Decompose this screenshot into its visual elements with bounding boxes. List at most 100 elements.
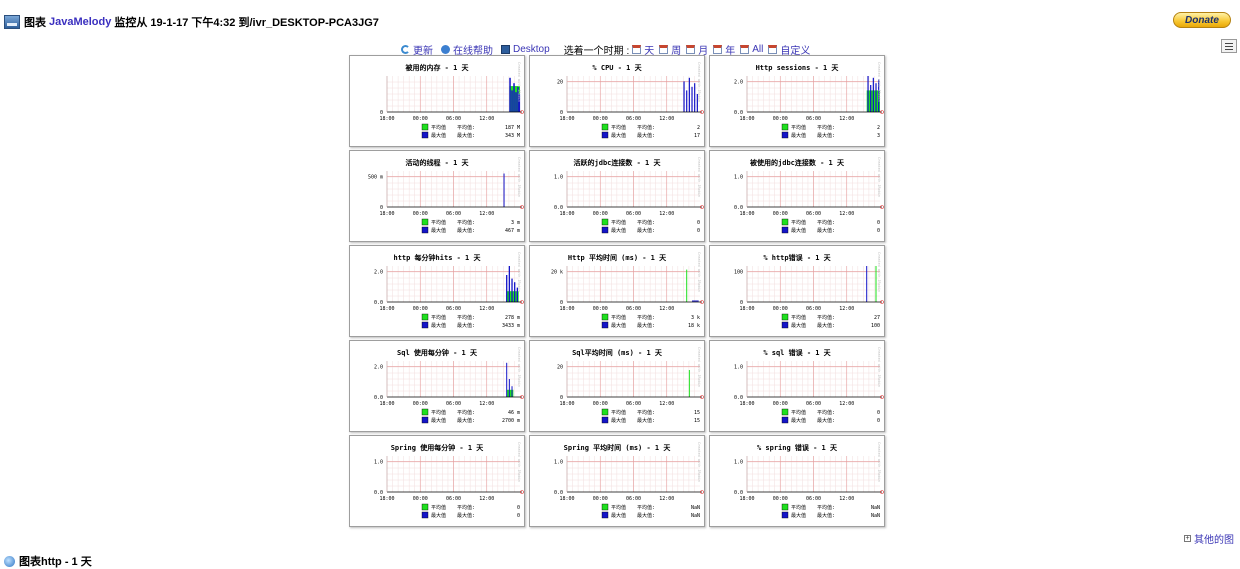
legend-swatch bbox=[781, 503, 789, 511]
title-prefix: 图表 bbox=[24, 17, 46, 29]
x-tick-label: 06:00 bbox=[806, 306, 821, 312]
refresh-link[interactable]: 更新 bbox=[401, 42, 433, 57]
expand-icon: + bbox=[1184, 535, 1191, 542]
legend-value: 27 bbox=[874, 315, 880, 321]
page-title: 图表 JavaMelody 监控从 19-1-17 下午4:32 到/ivr_D… bbox=[4, 12, 382, 32]
legend-value: 343 M bbox=[505, 133, 520, 139]
chart-svg: % CPU - 1 天 0 20 18:00 00:00 06:00 12:00 Create… bbox=[557, 62, 704, 139]
legend-label: 最大值 bbox=[611, 417, 626, 424]
legend-label: 最大值 bbox=[611, 132, 626, 139]
chart-thumbnail[interactable]: Sql平均时间 (ms) - 1 天 0 20 18:00 00:00 06:00 12:0… bbox=[529, 340, 705, 432]
legend-label: 平均值 bbox=[611, 504, 626, 511]
x-tick-label: 00:00 bbox=[593, 211, 608, 217]
y-tick-label: 0 bbox=[560, 110, 563, 116]
chart-title: % spring 错误 - 1 天 bbox=[757, 443, 838, 452]
legend-swatch bbox=[781, 313, 789, 321]
legend-label: 最大值 bbox=[431, 417, 446, 424]
chart-thumbnail[interactable]: % sql 错误 - 1 天 0.0 1.0 18:00 00:00 06:00 12:00… bbox=[709, 340, 885, 432]
y-tick-label: 100 bbox=[734, 269, 743, 275]
legend-swatch bbox=[601, 503, 609, 511]
chart-thumbnail[interactable]: http 每分钟hits - 1 天 0.0 2.0 18:00 00:00 06:00 1… bbox=[349, 245, 525, 337]
chart-thumbnail[interactable]: 活跃的jdbc连接数 - 1 天 0.0 1.0 18:00 00:00 06:00 12:… bbox=[529, 150, 705, 242]
calendar-icon bbox=[632, 44, 642, 54]
legend-value: 0 bbox=[517, 505, 520, 511]
chart-thumbnail[interactable]: Sql 使用每分钟 - 1 天 0.0 2.0 18:00 00:00 06:00 12:0… bbox=[349, 340, 525, 432]
period-week[interactable]: 周 bbox=[659, 42, 681, 57]
x-tick-label: 00:00 bbox=[413, 116, 428, 122]
desktop-link[interactable]: Desktop bbox=[501, 44, 550, 55]
period-month[interactable]: 月 bbox=[686, 42, 708, 57]
chart-thumbnail[interactable]: 被用的内存 - 1 天 0 18:00 00:00 06:00 12:00 Created … bbox=[349, 55, 525, 147]
x-tick-label: 18:00 bbox=[559, 211, 574, 217]
other-charts-link[interactable]: + 其他的图 bbox=[1184, 535, 1234, 546]
chart-title: 活跃的jdbc连接数 - 1 天 bbox=[574, 158, 662, 167]
legend-value: 18 k bbox=[688, 323, 700, 329]
legend-stat-label: 平均值: bbox=[637, 409, 655, 416]
x-tick-label: 12:00 bbox=[659, 306, 674, 312]
chart-svg: Http 平均时间 (ms) - 1 天 0 20 k 18:00 00:00 06:00… bbox=[551, 252, 704, 329]
calendar-icon bbox=[713, 44, 723, 54]
legend-value: 15 bbox=[694, 410, 700, 416]
chart-thumbnail[interactable]: 被使用的jdbc连接数 - 1 天 0.0 1.0 18:00 00:00 06:00 12… bbox=[709, 150, 885, 242]
period-custom[interactable]: 自定义 bbox=[768, 42, 810, 57]
legend-stat-label: 平均值: bbox=[457, 409, 475, 416]
legend-value: 0 bbox=[697, 228, 700, 234]
legend-value: 187 M bbox=[505, 125, 520, 131]
x-tick-label: 06:00 bbox=[626, 211, 641, 217]
x-tick-label: 06:00 bbox=[446, 211, 461, 217]
x-tick-label: 12:00 bbox=[479, 116, 494, 122]
x-tick-label: 06:00 bbox=[446, 496, 461, 502]
legend-stat-label: 平均值: bbox=[457, 314, 475, 321]
legend-swatch bbox=[421, 408, 429, 416]
legend-swatch bbox=[601, 123, 609, 131]
chart-thumbnail[interactable]: Spring 平均时间 (ms) - 1 天 0.0 1.0 18:00 00:00 06… bbox=[529, 435, 705, 527]
legend-label: 平均值 bbox=[431, 409, 446, 416]
chart-watermark: Created with JRobin bbox=[517, 62, 521, 102]
chart-thumbnail[interactable]: % http错误 - 1 天 0 100 18:00 00:00 06:00 12:00 Cr… bbox=[709, 245, 885, 337]
axis-end-marker bbox=[880, 300, 884, 304]
chart-watermark: Created with JRobin bbox=[877, 252, 881, 292]
legend-label: 平均值 bbox=[431, 504, 446, 511]
chart-title: % CPU - 1 天 bbox=[592, 64, 642, 72]
chart-thumbnail[interactable]: 活动的线程 - 1 天 0 500 m 18:00 00:00 06:00 12:00 Cre… bbox=[349, 150, 525, 242]
legend-value: 2 bbox=[697, 125, 700, 131]
chart-thumbnail[interactable]: % CPU - 1 天 0 20 18:00 00:00 06:00 12:00 Create… bbox=[529, 55, 705, 147]
x-tick-label: 18:00 bbox=[559, 401, 574, 407]
x-tick-label: 12:00 bbox=[659, 496, 674, 502]
x-tick-label: 18:00 bbox=[559, 496, 574, 502]
y-tick-label: 0 bbox=[740, 300, 743, 306]
donate-button[interactable]: Donate bbox=[1173, 12, 1231, 28]
legend-stat-label: 平均值: bbox=[637, 124, 655, 131]
legend-stat-label: 平均值: bbox=[457, 504, 475, 511]
x-tick-label: 12:00 bbox=[659, 211, 674, 217]
legend-value: 0 bbox=[877, 220, 880, 226]
chart-watermark: Created with JRobin bbox=[697, 157, 701, 197]
chart-svg: 活动的线程 - 1 天 0 500 m 18:00 00:00 06:00 12:00 Cre… bbox=[368, 157, 524, 234]
x-tick-label: 06:00 bbox=[806, 496, 821, 502]
x-tick-label: 00:00 bbox=[413, 211, 428, 217]
chart-thumbnail[interactable]: Spring 使用每分钟 - 1 天 0.0 1.0 18:00 00:00 06:00 1… bbox=[349, 435, 525, 527]
y-tick-label: 500 m bbox=[368, 174, 383, 180]
chart-watermark: Created with JRobin bbox=[697, 347, 701, 387]
legend-stat-label: 平均值: bbox=[457, 219, 475, 226]
legend-label: 最大值 bbox=[611, 322, 626, 329]
period-day[interactable]: 天 bbox=[632, 42, 654, 57]
chart-thumbnail[interactable]: Http 平均时间 (ms) - 1 天 0 20 k 18:00 00:00 06:00… bbox=[529, 245, 705, 337]
y-tick-label: 1.0 bbox=[734, 174, 743, 180]
period-year[interactable]: 年 bbox=[713, 42, 735, 57]
legend-swatch bbox=[601, 511, 609, 519]
y-tick-label: 1.0 bbox=[734, 364, 743, 370]
chart-watermark: Created with JRobin bbox=[517, 442, 521, 482]
legend-stat-label: 最大值: bbox=[457, 322, 475, 329]
chart-thumbnail[interactable]: Http sessions - 1 天 0.0 2.0 18:00 00:00 06:00… bbox=[709, 55, 885, 147]
y-tick-label: 0.0 bbox=[374, 395, 383, 401]
menu-icon[interactable] bbox=[1221, 39, 1237, 53]
legend-stat-label: 最大值: bbox=[817, 322, 835, 329]
period-all[interactable]: All bbox=[740, 44, 763, 55]
legend-swatch bbox=[781, 511, 789, 519]
legend-label: 最大值 bbox=[431, 322, 446, 329]
chart-icon bbox=[4, 15, 20, 29]
legend-stat-label: 最大值: bbox=[637, 132, 655, 139]
help-link[interactable]: 在线帮助 bbox=[441, 42, 493, 57]
chart-thumbnail[interactable]: % spring 错误 - 1 天 0.0 1.0 18:00 00:00 06:00 12… bbox=[709, 435, 885, 527]
